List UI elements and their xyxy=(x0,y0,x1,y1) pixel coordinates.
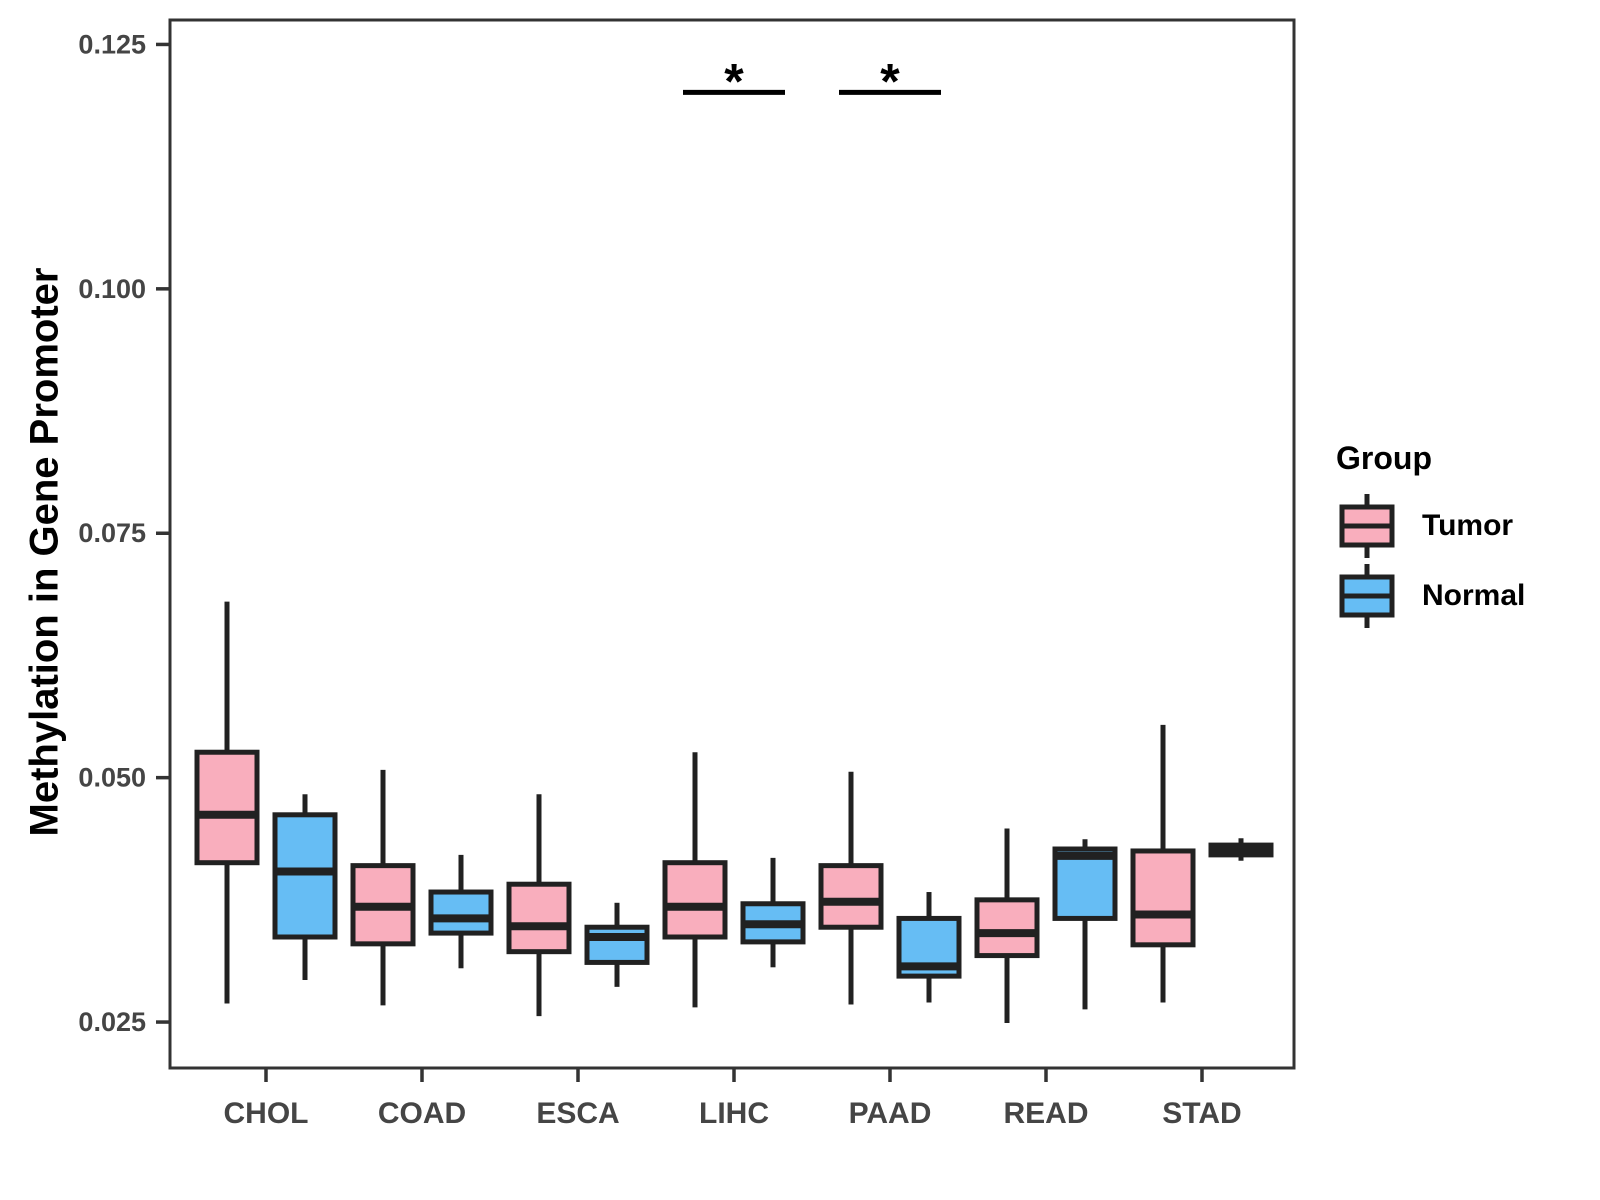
legend-title: Group xyxy=(1336,440,1432,476)
legend-item-label: Tumor xyxy=(1422,509,1514,542)
y-axis-title: Methylation in Gene Promoter xyxy=(22,267,67,837)
svg-text:LIHC: LIHC xyxy=(699,1097,769,1130)
svg-text:0.025: 0.025 xyxy=(78,1007,146,1037)
svg-text:PAAD: PAAD xyxy=(849,1097,932,1130)
svg-text:0.125: 0.125 xyxy=(78,29,146,59)
svg-text:*: * xyxy=(724,53,744,109)
legend-item-normal: Normal xyxy=(1332,561,1525,631)
legend-item-tumor: Tumor xyxy=(1332,491,1525,561)
legend-item-label: Normal xyxy=(1422,579,1526,612)
svg-text:STAD: STAD xyxy=(1162,1097,1241,1130)
tumor-boxplot-key-icon xyxy=(1339,494,1395,558)
normal-boxplot-key-icon xyxy=(1339,564,1395,628)
svg-text:COAD: COAD xyxy=(378,1097,466,1130)
svg-text:*: * xyxy=(880,53,900,109)
svg-text:0.050: 0.050 xyxy=(78,763,146,793)
svg-text:ESCA: ESCA xyxy=(536,1097,619,1130)
svg-text:0.100: 0.100 xyxy=(78,274,146,304)
legend: Group Tumor Normal xyxy=(1332,440,1525,631)
svg-text:READ: READ xyxy=(1003,1097,1088,1130)
svg-text:0.075: 0.075 xyxy=(78,518,146,548)
svg-text:CHOL: CHOL xyxy=(224,1097,309,1130)
